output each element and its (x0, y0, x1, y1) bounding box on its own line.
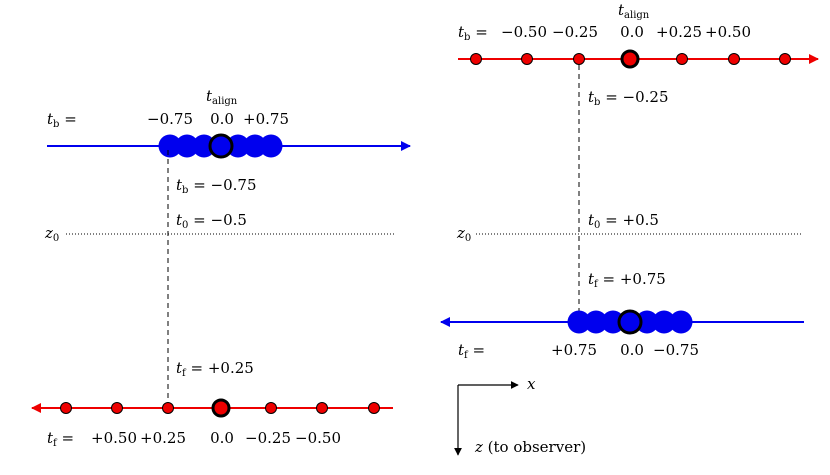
right-red-particle (779, 53, 791, 65)
right-red-particle (470, 53, 482, 65)
left-align-label: talign (206, 87, 238, 107)
left-blue-reference-particle (208, 133, 234, 159)
right-tf-label: tf = +0.75 (588, 270, 666, 290)
left-red-particle (111, 402, 123, 414)
right-bottom-prefix: tf = (458, 341, 485, 361)
right-panel: talign tb = −0.50 −0.25 0.0 +0.25 +0.50 … (440, 1, 819, 361)
right-blue-particle (635, 310, 659, 334)
right-blue-reference-particle (617, 309, 643, 335)
left-red-particle (265, 402, 277, 414)
right-top-tick: −0.50 (501, 23, 547, 41)
z-axis-label: z (to observer) (474, 438, 586, 456)
left-bottom-tick: 0.0 (210, 429, 234, 447)
right-blue-particle (567, 310, 591, 334)
left-bottom-tick: +0.50 (91, 429, 137, 447)
right-top-tick: 0.0 (620, 23, 644, 41)
right-bottom-tick: 0.0 (620, 341, 644, 359)
right-tb-label: tb = −0.25 (588, 88, 669, 108)
left-red-particle (316, 402, 328, 414)
left-red-particle (60, 402, 72, 414)
left-top-tick: 0.0 (210, 110, 234, 128)
right-red-particle (573, 53, 585, 65)
left-red-particle (368, 402, 380, 414)
left-blue-particle (175, 134, 199, 158)
right-blue-particle (669, 310, 693, 334)
left-tb-label: tb = −0.75 (176, 176, 257, 196)
left-bottom-tick: +0.25 (140, 429, 186, 447)
left-red-reference-particle (211, 398, 231, 418)
coordinate-axes: x z (to observer) (454, 375, 586, 456)
right-red-particle (676, 53, 688, 65)
left-panel: talign tb = −0.75 0.0 +0.75 tb = −0.75 t… (31, 87, 411, 449)
right-bottom-tick: −0.75 (653, 341, 699, 359)
left-top-prefix: tb = (47, 110, 77, 130)
right-bottom-tick: +0.75 (551, 341, 597, 359)
right-blue-particle (652, 310, 676, 334)
right-red-particle (728, 53, 740, 65)
right-red-particle (521, 53, 533, 65)
right-top-tick: +0.25 (656, 23, 702, 41)
left-top-tick: +0.75 (243, 110, 289, 128)
left-bottom-tick: −0.25 (245, 429, 291, 447)
left-blue-particle (158, 134, 182, 158)
left-blue-particle (226, 134, 250, 158)
x-axis-label: x (527, 375, 536, 393)
right-t0-label: t0 = +0.5 (588, 211, 659, 231)
right-blue-particle (601, 310, 625, 334)
right-red-reference-particle (620, 49, 640, 69)
left-t0-label: t0 = −0.5 (176, 211, 247, 231)
left-blue-particle (243, 134, 267, 158)
left-blue-particle (259, 134, 283, 158)
right-top-tick: +0.50 (705, 23, 751, 41)
right-top-tick: −0.25 (552, 23, 598, 41)
left-z0-label: z0 (44, 224, 59, 244)
left-bottom-prefix: tf = (47, 429, 74, 449)
left-bottom-tick: −0.50 (295, 429, 341, 447)
right-align-label: talign (618, 1, 650, 21)
right-z0-label: z0 (456, 224, 471, 244)
left-red-particle (162, 402, 174, 414)
right-blue-particle (584, 310, 608, 334)
left-blue-particle (192, 134, 216, 158)
left-top-tick: −0.75 (147, 110, 193, 128)
left-tf-label: tf = +0.25 (176, 359, 254, 379)
right-top-prefix: tb = (458, 23, 488, 43)
